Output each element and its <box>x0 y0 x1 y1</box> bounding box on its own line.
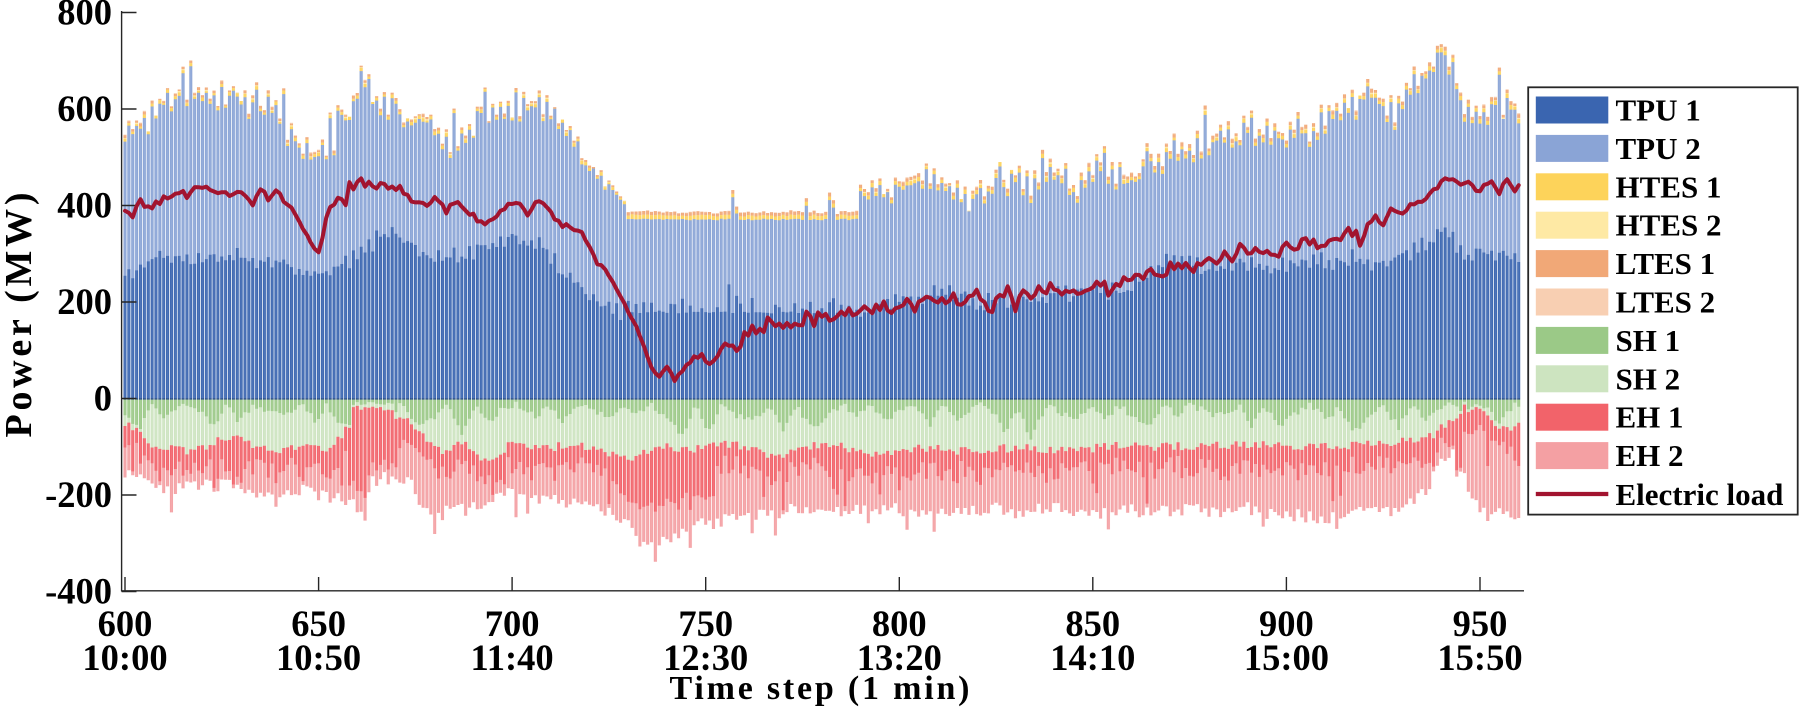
svg-text:TPU 1: TPU 1 <box>1616 93 1701 128</box>
svg-text:650: 650 <box>291 603 346 644</box>
svg-text:LTES 1: LTES 1 <box>1616 246 1716 281</box>
svg-text:EH 1: EH 1 <box>1616 400 1684 435</box>
svg-text:0: 0 <box>94 378 112 419</box>
svg-text:15:00: 15:00 <box>1244 637 1329 678</box>
svg-text:10:50: 10:50 <box>276 637 361 678</box>
svg-text:15:50: 15:50 <box>1437 637 1522 678</box>
svg-text:10:00: 10:00 <box>82 637 167 678</box>
svg-text:HTES 2: HTES 2 <box>1616 208 1722 243</box>
svg-text:900: 900 <box>1259 603 1314 644</box>
svg-text:200: 200 <box>57 281 112 322</box>
svg-text:14:10: 14:10 <box>1050 637 1135 678</box>
svg-text:Power (MW): Power (MW) <box>0 193 40 438</box>
svg-text:400: 400 <box>57 185 112 226</box>
svg-text:HTES 1: HTES 1 <box>1616 169 1722 204</box>
svg-text:11:40: 11:40 <box>471 637 554 678</box>
svg-text:Time step (1 min): Time step (1 min) <box>670 670 970 707</box>
svg-text:800: 800 <box>57 0 112 33</box>
svg-text:750: 750 <box>678 603 733 644</box>
svg-text:SH 1: SH 1 <box>1616 323 1681 358</box>
svg-text:800: 800 <box>872 603 927 644</box>
svg-text:700: 700 <box>485 603 540 644</box>
svg-text:Electric load: Electric load <box>1616 477 1784 512</box>
svg-text:850: 850 <box>1065 603 1120 644</box>
svg-text:600: 600 <box>98 603 153 644</box>
svg-text:TPU 2: TPU 2 <box>1616 131 1701 166</box>
svg-text:600: 600 <box>57 88 112 129</box>
svg-text:950: 950 <box>1453 603 1508 644</box>
svg-text:-200: -200 <box>45 474 112 515</box>
svg-text:13:20: 13:20 <box>857 637 942 678</box>
svg-text:12:30: 12:30 <box>663 637 748 678</box>
svg-text:SH 2: SH 2 <box>1616 361 1681 396</box>
svg-text:EH 2: EH 2 <box>1616 438 1684 473</box>
svg-text:-400: -400 <box>45 571 112 612</box>
svg-text:LTES 2: LTES 2 <box>1616 285 1716 320</box>
